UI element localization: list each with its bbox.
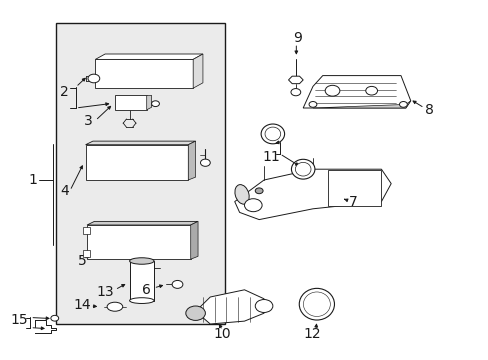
Circle shape (308, 102, 316, 107)
Bar (83, 250, 90, 257)
Circle shape (172, 280, 183, 288)
Polygon shape (190, 221, 198, 259)
Circle shape (244, 199, 262, 212)
Text: 3: 3 (83, 114, 92, 127)
Bar (87, 225, 190, 259)
Text: 12: 12 (303, 327, 320, 341)
Text: 15: 15 (11, 314, 28, 327)
Text: 5: 5 (78, 254, 86, 268)
Bar (56, 23, 224, 324)
Bar (83, 227, 90, 234)
Bar (85, 145, 188, 180)
Text: 2: 2 (60, 85, 69, 99)
Circle shape (255, 300, 272, 312)
Bar (129, 261, 154, 301)
Ellipse shape (107, 302, 122, 311)
Ellipse shape (261, 124, 284, 144)
Polygon shape (193, 54, 203, 88)
Polygon shape (188, 141, 195, 180)
Bar (327, 170, 381, 206)
Circle shape (185, 306, 205, 320)
Bar (95, 59, 193, 88)
Polygon shape (146, 95, 151, 110)
Circle shape (290, 89, 300, 96)
Ellipse shape (291, 159, 314, 179)
Text: 4: 4 (60, 184, 69, 198)
Text: 6: 6 (142, 283, 151, 297)
Ellipse shape (299, 288, 334, 320)
Text: 8: 8 (424, 103, 433, 117)
Ellipse shape (129, 298, 154, 303)
Circle shape (151, 101, 159, 107)
Circle shape (200, 159, 210, 166)
Polygon shape (95, 54, 203, 59)
Text: 11: 11 (262, 150, 280, 163)
Ellipse shape (129, 258, 154, 264)
Polygon shape (87, 221, 198, 225)
Text: 1: 1 (29, 173, 38, 187)
Ellipse shape (295, 162, 310, 176)
Circle shape (88, 74, 100, 83)
Circle shape (365, 86, 377, 95)
Polygon shape (195, 290, 264, 324)
Ellipse shape (264, 127, 280, 141)
Polygon shape (85, 141, 195, 145)
Text: 13: 13 (96, 285, 114, 298)
Polygon shape (303, 76, 410, 108)
Circle shape (399, 102, 407, 107)
Polygon shape (234, 169, 390, 220)
Circle shape (325, 85, 339, 96)
Polygon shape (288, 76, 303, 84)
Bar (115, 95, 146, 110)
Ellipse shape (234, 185, 249, 204)
Text: 14: 14 (73, 298, 91, 312)
Circle shape (255, 188, 263, 194)
Polygon shape (312, 101, 410, 108)
Ellipse shape (303, 292, 330, 316)
Circle shape (51, 315, 59, 321)
Text: 7: 7 (348, 195, 357, 208)
Text: 10: 10 (213, 327, 231, 341)
Text: 9: 9 (292, 31, 301, 45)
